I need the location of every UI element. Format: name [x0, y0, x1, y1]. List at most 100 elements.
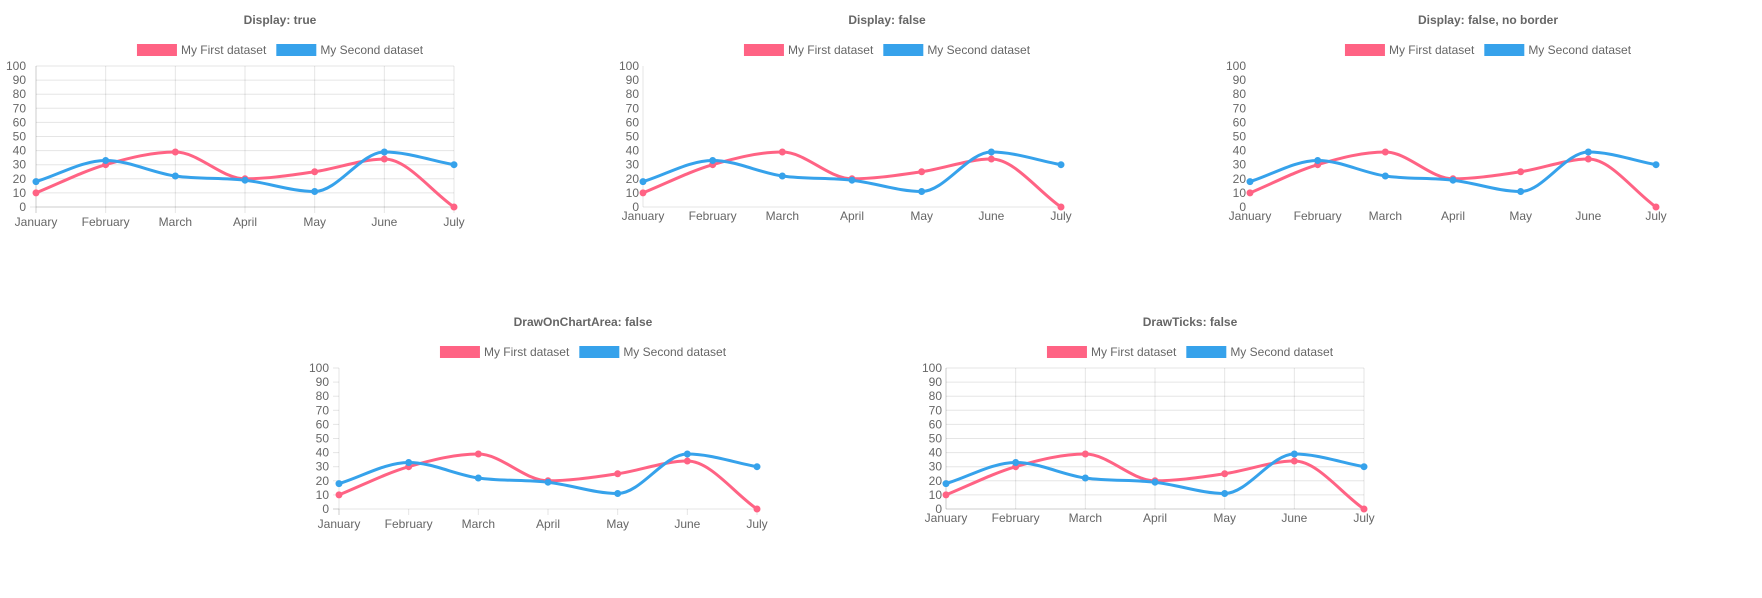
- x-tick-label: April: [840, 209, 864, 223]
- y-tick-label: 80: [316, 389, 330, 403]
- y-tick-label: 70: [626, 101, 640, 115]
- x-tick-label: June: [1575, 209, 1601, 223]
- data-point-my-second-dataset: [1517, 187, 1525, 195]
- y-tick-label: 10: [316, 488, 330, 502]
- y-tick-label: 20: [316, 474, 330, 488]
- data-point-my-first-dataset: [380, 155, 388, 163]
- data-point-my-second-dataset: [544, 478, 552, 486]
- x-tick-label: July: [746, 517, 767, 531]
- data-point-my-second-dataset: [1057, 161, 1065, 169]
- y-tick-label: 40: [13, 144, 27, 158]
- data-point-my-second-dataset: [1081, 474, 1089, 482]
- y-tick-label: 30: [316, 460, 330, 474]
- x-tick-label: May: [910, 209, 933, 223]
- data-point-my-first-dataset: [450, 203, 458, 211]
- data-point-my-first-dataset: [32, 189, 40, 197]
- x-tick-label: July: [1050, 209, 1071, 223]
- data-point-my-second-dataset: [450, 161, 458, 169]
- y-tick-label: 0: [935, 502, 942, 516]
- chart-panel-drawonchartarea-false: DrawOnChartArea: false My First dataset My…: [303, 302, 863, 572]
- y-tick-label: 20: [13, 172, 27, 186]
- x-tick-label: March: [159, 215, 192, 229]
- legend-swatch-my-first-dataset: [439, 346, 480, 358]
- chart-title: Display: false, no border: [1418, 13, 1558, 27]
- x-tick-label: May: [303, 215, 326, 229]
- y-tick-label: 40: [929, 446, 943, 460]
- legend-label-my-second-dataset: My Second dataset: [320, 43, 423, 57]
- y-tick-label: 100: [6, 59, 26, 73]
- data-point-my-first-dataset: [1381, 148, 1389, 156]
- y-tick-label: 50: [1233, 130, 1247, 144]
- x-tick-label: May: [1213, 511, 1236, 525]
- data-point-my-first-dataset: [1221, 470, 1229, 478]
- legend: My First dataset My Second dataset: [439, 345, 727, 359]
- y-tick-label: 20: [929, 474, 943, 488]
- data-point-my-first-dataset: [171, 148, 179, 156]
- legend-swatch-my-second-dataset: [579, 346, 620, 358]
- data-point-my-second-dataset: [918, 187, 926, 195]
- y-tick-label: 90: [316, 375, 330, 389]
- y-tick-label: 50: [316, 432, 330, 446]
- data-point-my-second-dataset: [778, 172, 786, 180]
- chart-title: DrawTicks: false: [1143, 315, 1238, 329]
- y-tick-label: 90: [1233, 73, 1247, 87]
- data-point-my-second-dataset: [1151, 478, 1159, 486]
- chart-canvas: DrawTicks: false My First dataset My Secon…: [922, 315, 1375, 525]
- data-point-my-second-dataset: [1360, 463, 1368, 471]
- legend-swatch-my-first-dataset: [1046, 346, 1087, 358]
- legend-label-my-second-dataset: My Second dataset: [623, 345, 726, 359]
- data-point-my-second-dataset: [335, 480, 343, 488]
- x-tick-label: January: [925, 511, 968, 525]
- y-tick-label: 60: [626, 115, 640, 129]
- data-point-my-second-dataset: [474, 474, 482, 482]
- y-tick-label: 90: [626, 73, 640, 87]
- y-tick-label: 70: [13, 101, 27, 115]
- x-tick-label: February: [1294, 209, 1342, 223]
- chart-panel-display-false-no-border: Display: false, no border My First datase…: [1214, 0, 1762, 270]
- data-point-my-first-dataset: [753, 505, 761, 513]
- y-tick-label: 30: [1233, 158, 1247, 172]
- data-point-my-second-dataset: [1290, 450, 1298, 458]
- x-tick-label: February: [689, 209, 737, 223]
- x-tick-label: March: [1069, 511, 1102, 525]
- x-tick-label: April: [1143, 511, 1167, 525]
- data-point-my-first-dataset: [311, 168, 319, 176]
- x-tick-label: June: [371, 215, 397, 229]
- legend-label-my-first-dataset: My First dataset: [181, 43, 267, 57]
- chart-panel-drawticks-false: DrawTicks: false My First dataset My Secon…: [910, 302, 1470, 572]
- data-point-my-first-dataset: [474, 450, 482, 458]
- data-point-my-first-dataset: [1290, 457, 1298, 465]
- data-point-my-first-dataset: [1081, 450, 1089, 458]
- data-point-my-first-dataset: [639, 189, 647, 197]
- y-tick-label: 100: [1226, 59, 1246, 73]
- y-tick-label: 50: [626, 130, 640, 144]
- legend: My First dataset My Second dataset: [1046, 345, 1334, 359]
- data-point-my-second-dataset: [942, 480, 950, 488]
- y-tick-label: 80: [1233, 87, 1247, 101]
- data-point-my-first-dataset: [942, 491, 950, 499]
- legend-swatch-my-first-dataset: [136, 44, 177, 56]
- y-tick-label: 20: [1233, 172, 1247, 186]
- series-line-my-second-dataset: [1249, 150, 1657, 193]
- data-point-my-first-dataset: [918, 168, 926, 176]
- data-point-my-first-dataset: [1057, 203, 1065, 211]
- legend-label-my-second-dataset: My Second dataset: [927, 43, 1030, 57]
- x-tick-label: May: [606, 517, 629, 531]
- y-tick-label: 60: [1233, 115, 1247, 129]
- legend: My First dataset My Second dataset: [136, 43, 424, 57]
- data-point-my-second-dataset: [614, 489, 622, 497]
- legend-label-my-second-dataset: My Second dataset: [1528, 43, 1631, 57]
- data-point-my-second-dataset: [1381, 172, 1389, 180]
- legend-swatch-my-second-dataset: [1186, 346, 1227, 358]
- data-point-my-second-dataset: [1012, 458, 1020, 466]
- legend-swatch-my-second-dataset: [883, 44, 924, 56]
- x-tick-label: March: [766, 209, 799, 223]
- x-tick-label: April: [1441, 209, 1465, 223]
- legend: My First dataset My Second dataset: [743, 43, 1031, 57]
- chart-canvas: Display: true My First dataset My Second d…: [6, 13, 465, 229]
- data-point-my-second-dataset: [1314, 156, 1322, 164]
- y-tick-label: 10: [13, 186, 27, 200]
- data-point-my-second-dataset: [171, 172, 179, 180]
- x-tick-label: January: [1229, 209, 1272, 223]
